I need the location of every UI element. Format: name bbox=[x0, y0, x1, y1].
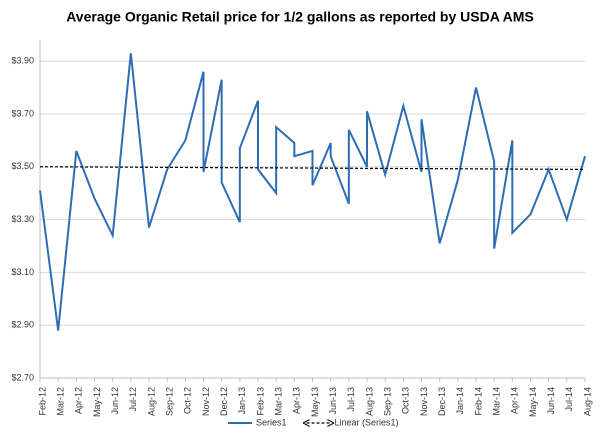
x-tick-label: Jun-13 bbox=[328, 387, 338, 415]
x-tick-label: Aug-14 bbox=[582, 387, 592, 416]
legend-item: Series1 bbox=[228, 417, 287, 427]
x-tick-label: Sep-12 bbox=[165, 387, 175, 416]
x-tick-label: Oct-12 bbox=[183, 387, 193, 414]
x-tick-label: Apr-13 bbox=[292, 387, 302, 414]
x-tick-label: Jun-12 bbox=[110, 387, 120, 415]
x-tick-label: Oct-13 bbox=[401, 387, 411, 414]
x-tick-label: Dec-12 bbox=[219, 387, 229, 416]
legend-label: Series1 bbox=[256, 417, 287, 427]
legend-label: Linear (Series1) bbox=[335, 417, 399, 427]
x-tick-label: Jul-13 bbox=[346, 387, 356, 412]
x-tick-label: Feb-14 bbox=[473, 387, 483, 416]
x-tick-label: Jan-14 bbox=[455, 387, 465, 415]
x-tick-label: Jan-13 bbox=[237, 387, 247, 415]
x-tick-label: Apr-12 bbox=[74, 387, 84, 414]
series-line bbox=[39, 53, 586, 331]
y-tick-label: $3.90 bbox=[11, 56, 34, 66]
x-tick-label: May-14 bbox=[528, 387, 538, 417]
x-tick-label: May-13 bbox=[310, 387, 320, 417]
x-tick-label: Feb-12 bbox=[37, 387, 47, 416]
chart-title: Average Organic Retail price for 1/2 gal… bbox=[66, 9, 534, 25]
x-tick-label: Nov-13 bbox=[419, 387, 429, 416]
x-tick-label: Feb-13 bbox=[255, 387, 265, 416]
trendline bbox=[39, 166, 586, 170]
x-tick-label: Aug-12 bbox=[146, 387, 156, 416]
y-tick-label: $3.10 bbox=[11, 267, 34, 277]
x-tick-label: Mar-13 bbox=[274, 387, 284, 416]
x-tick-label: Mar-14 bbox=[492, 387, 502, 416]
y-tick-label: $2.90 bbox=[11, 320, 34, 330]
y-tick-label: $3.30 bbox=[11, 214, 34, 224]
x-tick-label: May-12 bbox=[92, 387, 102, 417]
x-tick-label: Nov-12 bbox=[201, 387, 211, 416]
x-tick-label: Aug-13 bbox=[364, 387, 374, 416]
x-tick-label: Jun-14 bbox=[546, 387, 556, 415]
y-tick-label: $3.70 bbox=[11, 108, 34, 118]
legend-item: Linear (Series1) bbox=[307, 417, 399, 427]
x-tick-label: Dec-13 bbox=[437, 387, 447, 416]
x-tick-label: Jul-12 bbox=[128, 387, 138, 412]
x-tick-label: Apr-14 bbox=[510, 387, 520, 414]
x-tick-label: Jul-14 bbox=[564, 387, 574, 412]
x-tick-label: Mar-12 bbox=[56, 387, 66, 416]
x-tick-label: Sep-13 bbox=[383, 387, 393, 416]
y-tick-label: $2.70 bbox=[11, 372, 34, 382]
y-tick-label: $3.50 bbox=[11, 161, 34, 171]
